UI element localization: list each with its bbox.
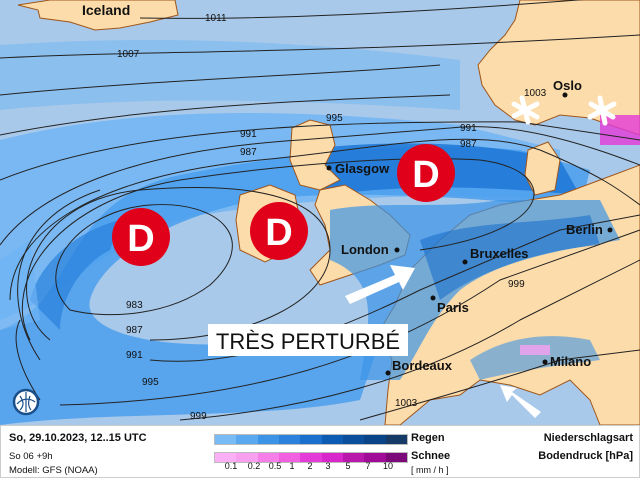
globe-logo-icon[interactable] bbox=[12, 388, 40, 416]
svg-text:991: 991 bbox=[240, 129, 257, 140]
snow-scale-swatch bbox=[300, 453, 322, 462]
wind-arrows bbox=[345, 265, 541, 418]
svg-text:987: 987 bbox=[240, 147, 257, 158]
rain-scale-swatch bbox=[215, 435, 237, 444]
city-berlin: Berlin bbox=[566, 222, 603, 237]
snow-scale-swatch bbox=[321, 453, 343, 462]
snow-symbols bbox=[511, 95, 617, 126]
rain-scale bbox=[214, 434, 408, 445]
svg-text:991: 991 bbox=[460, 123, 477, 134]
unit-label: [ mm / h ] bbox=[411, 465, 449, 475]
scale-tick: 10 bbox=[382, 461, 394, 471]
snowflake-icon bbox=[587, 95, 617, 126]
svg-text:999: 999 bbox=[508, 279, 525, 290]
rain-scale-swatch bbox=[257, 435, 279, 444]
low-pressure-markers: D D D bbox=[112, 144, 455, 266]
scale-tick: 0.5 bbox=[268, 461, 282, 471]
city-paris: Paris bbox=[437, 300, 469, 315]
city-bordeaux: Bordeaux bbox=[392, 358, 453, 373]
svg-text:D: D bbox=[265, 212, 292, 254]
wind-arrow-icon bbox=[345, 265, 415, 304]
precipitation-pressure-map: 1011 1007 995 991 987 1003 991 987 983 9… bbox=[0, 0, 640, 425]
low-marker: D bbox=[250, 202, 308, 260]
snow-scale-swatch bbox=[278, 453, 301, 462]
scale-tick: 3 bbox=[325, 461, 331, 471]
country-label-iceland: Iceland bbox=[82, 2, 130, 18]
city-glasgow: Glasgow bbox=[335, 161, 390, 176]
snow-label: Schnee bbox=[411, 450, 451, 462]
isobar-labels: 1011 1007 995 991 987 1003 991 987 983 9… bbox=[117, 13, 547, 422]
rain-scale-swatch bbox=[364, 435, 386, 444]
scale-tick: 7 bbox=[365, 461, 371, 471]
iceland bbox=[17, 0, 179, 31]
city-bruxelles: Bruxelles bbox=[470, 246, 529, 261]
isobars bbox=[0, 0, 640, 421]
model-name: Modell: GFS (NOAA) bbox=[9, 465, 98, 476]
forecast-run: So 06 +9h bbox=[9, 451, 53, 462]
svg-text:987: 987 bbox=[126, 325, 143, 336]
svg-text:1011: 1011 bbox=[205, 13, 227, 24]
rain-scale-swatch bbox=[342, 435, 365, 444]
rain-scale-swatch bbox=[300, 435, 322, 444]
rain-scale-swatch bbox=[321, 435, 343, 444]
svg-text:1003: 1003 bbox=[524, 88, 547, 99]
snow-scale bbox=[214, 452, 408, 463]
low-marker: D bbox=[112, 208, 170, 266]
svg-text:995: 995 bbox=[326, 113, 343, 124]
svg-text:999: 999 bbox=[190, 411, 207, 422]
svg-text:995: 995 bbox=[142, 377, 159, 388]
snow-scale-swatch bbox=[215, 453, 237, 462]
headline-banner: TRÈS PERTURBÉ bbox=[208, 324, 408, 356]
svg-text:TRÈS PERTURBÉ: TRÈS PERTURBÉ bbox=[216, 329, 400, 354]
svg-text:991: 991 bbox=[126, 350, 143, 361]
svg-text:D: D bbox=[412, 154, 439, 196]
legend: So, 29.10.2023, 12..15 UTC So 06 +9h Mod… bbox=[0, 425, 640, 478]
forecast-datetime: So, 29.10.2023, 12..15 UTC bbox=[9, 432, 147, 444]
svg-text:983: 983 bbox=[126, 300, 143, 311]
svg-text:987: 987 bbox=[460, 139, 477, 150]
scale-tick: 0.1 bbox=[224, 461, 238, 471]
scale-tick: 1 bbox=[289, 461, 295, 471]
svg-text:1003: 1003 bbox=[395, 398, 418, 409]
city-oslo: Oslo bbox=[553, 78, 582, 93]
city-labels: Iceland Oslo Glasgow London Bruxelles Be… bbox=[82, 2, 613, 376]
snowflake-icon bbox=[511, 95, 540, 125]
legend-title-precip-type: Niederschlagsart bbox=[543, 432, 633, 444]
snow-scale-swatch bbox=[342, 453, 365, 462]
city-milano: Milano bbox=[550, 354, 591, 369]
snow-scale-swatch bbox=[257, 453, 279, 462]
snow-scale-swatch bbox=[385, 453, 407, 462]
svg-text:1007: 1007 bbox=[117, 49, 140, 60]
scale-tick: 2 bbox=[307, 461, 313, 471]
snow-scale-swatch bbox=[364, 453, 386, 462]
svg-text:D: D bbox=[127, 218, 154, 260]
rain-scale-swatch bbox=[236, 435, 258, 444]
wind-arrow-icon bbox=[500, 385, 541, 418]
scale-tick: 5 bbox=[345, 461, 351, 471]
snow-scale-swatch bbox=[236, 453, 258, 462]
legend-title-pressure: Bodendruck [hPa] bbox=[538, 450, 633, 462]
rain-label: Regen bbox=[411, 432, 445, 444]
city-london: London bbox=[341, 242, 389, 257]
scale-tick: 0.2 bbox=[247, 461, 261, 471]
low-marker: D bbox=[397, 144, 455, 202]
rain-scale-swatch bbox=[385, 435, 407, 444]
rain-scale-swatch bbox=[278, 435, 301, 444]
